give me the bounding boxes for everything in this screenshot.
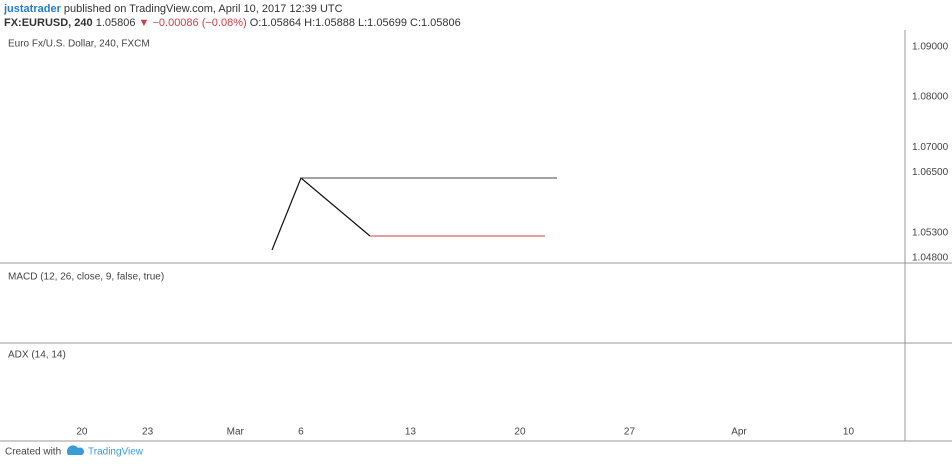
y-tick-label: 1.09000 bbox=[912, 41, 949, 52]
indicator-title: MACD (12, 26, close, 9, false, true) bbox=[8, 272, 164, 283]
author: justatrader bbox=[4, 3, 61, 15]
header: justatrader published on TradingView.com… bbox=[4, 2, 461, 30]
footer-brand: TradingView bbox=[88, 447, 144, 458]
y-tick-label: 1.07000 bbox=[912, 142, 949, 153]
x-tick-label: 23 bbox=[142, 427, 154, 438]
ohlc: L:1.05699 bbox=[358, 17, 407, 29]
symbol: FX:EURUSD, 240 bbox=[4, 17, 93, 29]
y-tick-label: 1.05300 bbox=[912, 228, 949, 239]
indicator-title: ADX (14, 14) bbox=[8, 350, 66, 361]
x-tick-label: 27 bbox=[624, 427, 636, 438]
x-tick-label: 10 bbox=[843, 427, 855, 438]
y-tick-label: 1.06500 bbox=[912, 167, 949, 178]
footer-text: Created with bbox=[5, 447, 61, 458]
y-tick-label: 1.08000 bbox=[912, 92, 949, 103]
published: published on TradingView.com, April 10, … bbox=[63, 3, 343, 15]
ohlc: H:1.05888 bbox=[304, 17, 355, 29]
x-tick-label: 20 bbox=[514, 427, 526, 438]
change: ▼ −0.00086 (−0.08%) bbox=[138, 17, 247, 29]
x-tick-label: 6 bbox=[298, 427, 304, 438]
x-tick-label: 13 bbox=[405, 427, 417, 438]
logo bbox=[66, 445, 85, 455]
price: 1.05806 bbox=[95, 17, 136, 29]
x-tick-label: Apr bbox=[731, 427, 747, 438]
range-label: Uptrend bbox=[455, 345, 498, 359]
y-tick-label: 1.04800 bbox=[912, 253, 949, 264]
header-line: justatrader published on TradingView.com… bbox=[4, 2, 461, 16]
x-tick-label: 20 bbox=[76, 427, 88, 438]
ohlc: C:1.05806 bbox=[410, 17, 461, 29]
x-tick-label: Mar bbox=[227, 427, 245, 438]
header-line: FX:EURUSD, 240 1.05806 ▼ −0.00086 (−0.08… bbox=[4, 16, 461, 30]
ohlc: O:1.05864 bbox=[249, 17, 302, 29]
chart-title: Euro Fx/U.S. Dollar, 240, FXCM bbox=[8, 39, 150, 50]
